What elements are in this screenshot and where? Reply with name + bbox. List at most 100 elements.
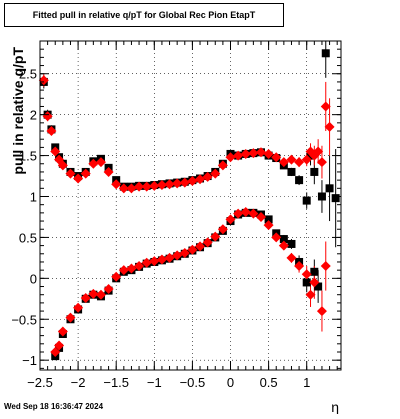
- data-point-red: [149, 256, 160, 267]
- x-tick-label: −1: [147, 375, 162, 390]
- data-point-red: [217, 224, 228, 235]
- data-point-red: [57, 326, 68, 337]
- data-point-red: [179, 247, 190, 258]
- x-tick-label: −0.5: [180, 375, 206, 390]
- data-point-red: [320, 101, 331, 112]
- data-point-red: [50, 346, 61, 357]
- data-point-red: [103, 166, 114, 177]
- data-point-red: [88, 288, 99, 299]
- data-point-red: [126, 183, 137, 194]
- data-point-red: [118, 183, 129, 194]
- data-point-red: [240, 148, 251, 159]
- data-point-red: [263, 148, 274, 159]
- data-point-red: [316, 157, 327, 168]
- data-point-red: [286, 154, 297, 165]
- data-point-black: [314, 282, 323, 291]
- data-point-black: [310, 267, 319, 276]
- data-point-black: [279, 235, 288, 244]
- y-tick-label: −0.5: [11, 312, 37, 327]
- y-tick-label: 2.5: [19, 67, 37, 82]
- data-point-red: [202, 237, 213, 248]
- chart-title-text: Fitted pull in relative q/pT for Global …: [32, 10, 256, 20]
- data-point-red: [164, 252, 175, 263]
- x-tick-label: 0: [227, 375, 234, 390]
- data-point-red: [172, 250, 183, 261]
- y-axis-label: pull in relative q/pT: [10, 47, 26, 175]
- y-tick-label: 0: [30, 271, 37, 286]
- data-point-red: [50, 146, 61, 157]
- data-point-red: [217, 160, 228, 171]
- data-point-red: [179, 177, 190, 188]
- data-point-red: [141, 181, 152, 192]
- data-point-red: [210, 231, 221, 242]
- data-point-red: [278, 240, 289, 251]
- data-point-red: [118, 265, 129, 276]
- x-tick-label: 1: [303, 375, 310, 390]
- data-point-red: [134, 261, 145, 272]
- data-point-red: [156, 254, 167, 265]
- data-point-red: [95, 289, 106, 300]
- data-point-red: [187, 244, 198, 255]
- data-point-red: [225, 152, 236, 163]
- data-point-red: [95, 157, 106, 168]
- data-point-red: [65, 168, 76, 179]
- data-point-red: [80, 168, 91, 179]
- x-tick-label: −1.5: [103, 375, 129, 390]
- data-point-red: [134, 181, 145, 192]
- data-point-red: [187, 175, 198, 186]
- data-point-black: [287, 239, 296, 248]
- data-point-red: [54, 340, 65, 351]
- data-point-red: [88, 158, 99, 169]
- data-point-red: [240, 207, 251, 218]
- data-point-red: [80, 292, 91, 303]
- y-tick-label: 2: [30, 108, 37, 123]
- data-point-red: [195, 174, 206, 185]
- data-point-red: [320, 261, 331, 272]
- data-point-black: [310, 167, 319, 176]
- data-point-red: [278, 157, 289, 168]
- data-point-red: [255, 211, 266, 222]
- timestamp-label: Wed Sep 18 16:36:47 2024: [4, 402, 104, 411]
- data-point-red: [57, 160, 68, 171]
- data-point-red: [263, 220, 274, 231]
- x-axis-label: η: [331, 399, 339, 414]
- data-point-red: [316, 306, 327, 317]
- data-point-red: [156, 180, 167, 191]
- y-tick-label: 0.5: [19, 230, 37, 245]
- data-point-red: [248, 148, 259, 159]
- data-point-black: [321, 49, 330, 58]
- data-point-black: [302, 278, 311, 287]
- data-point-red: [309, 277, 320, 288]
- data-point-black: [317, 192, 326, 201]
- data-point-red: [255, 147, 266, 158]
- data-markers: [38, 49, 340, 361]
- data-point-red: [46, 126, 57, 137]
- x-tick-label: 0.5: [260, 375, 278, 390]
- data-point-red: [73, 173, 84, 184]
- tick-labels: −2.5 −2 −1.5 −1 −0.5 0 0.5 1 −1 −0.5 0 0.5 1 1.5 2 2.5: [11, 67, 310, 390]
- data-point-black: [302, 196, 311, 205]
- data-point-red: [301, 154, 312, 165]
- data-point-red: [202, 171, 213, 182]
- y-tick-label: −1: [22, 353, 37, 368]
- data-point-red: [111, 179, 122, 190]
- data-point-red: [172, 178, 183, 189]
- x-tick-label: −2.5: [27, 375, 53, 390]
- data-point-red: [294, 157, 305, 168]
- y-tick-label: 1: [30, 189, 37, 204]
- data-point-red: [42, 111, 53, 122]
- data-point-red: [286, 252, 297, 263]
- data-point-red: [210, 168, 221, 179]
- data-point-black: [295, 176, 304, 185]
- axis-ticks: [39, 41, 341, 370]
- data-point-red: [126, 263, 137, 274]
- data-point-red: [65, 312, 76, 323]
- data-point-red: [73, 302, 84, 313]
- data-point-black: [331, 194, 340, 203]
- plot-frame: [39, 40, 342, 371]
- data-point-red: [149, 180, 160, 191]
- data-point-red: [225, 214, 236, 225]
